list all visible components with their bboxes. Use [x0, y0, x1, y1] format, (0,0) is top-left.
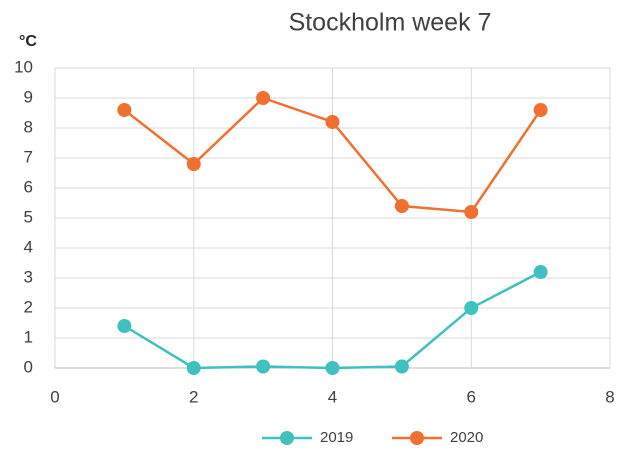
- data-point: [533, 265, 548, 279]
- data-point: [325, 115, 340, 129]
- legend-label: 2020: [450, 429, 483, 446]
- x-tick-label: 8: [605, 387, 614, 406]
- y-tick-label: 9: [24, 87, 33, 106]
- y-tick-label: 10: [14, 57, 33, 76]
- x-tick-label: 6: [467, 387, 476, 406]
- legend-marker: [410, 431, 424, 445]
- data-point: [117, 319, 132, 333]
- data-point: [325, 361, 340, 375]
- data-point: [186, 361, 201, 375]
- data-point: [186, 157, 201, 171]
- y-tick-label: 8: [24, 117, 33, 136]
- y-tick-label: 6: [24, 177, 33, 196]
- data-point: [117, 103, 132, 117]
- legend-label: 2019: [320, 429, 353, 446]
- y-tick-label: 3: [24, 267, 33, 286]
- data-point: [394, 199, 409, 213]
- y-tick-label: 0: [24, 357, 33, 376]
- y-tick-label: 7: [24, 147, 33, 166]
- data-point: [256, 359, 271, 374]
- y-tick-label: 4: [24, 237, 33, 256]
- data-point: [394, 359, 409, 374]
- x-tick-label: 0: [50, 387, 59, 406]
- data-point: [256, 91, 271, 105]
- data-point: [464, 205, 479, 219]
- data-point: [464, 301, 479, 315]
- y-tick-label: 2: [24, 297, 33, 316]
- x-tick-label: 4: [328, 387, 337, 406]
- chart-title: Stockholm week 7: [289, 9, 492, 37]
- x-tick-label: 2: [189, 387, 198, 406]
- y-tick-label: 1: [24, 327, 33, 346]
- y-axis-label: °C: [19, 33, 37, 50]
- data-point: [533, 103, 548, 117]
- y-tick-label: 5: [24, 207, 33, 226]
- legend-marker: [280, 431, 294, 445]
